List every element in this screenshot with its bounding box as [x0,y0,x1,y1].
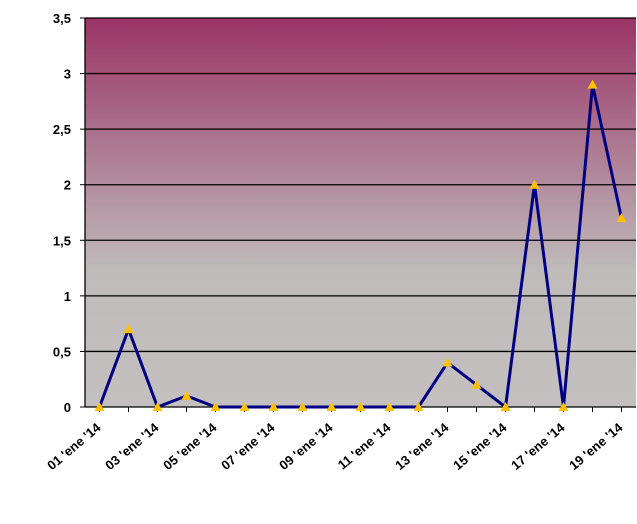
marker [297,402,308,411]
marker [123,324,134,334]
marker [500,402,511,411]
marker [94,402,105,411]
y-tick-label: 1 [64,289,71,304]
x-tick-label: 09 'ene '14 [276,419,336,473]
y-tick-label: 3 [64,67,71,82]
marker [471,379,482,389]
marker [587,79,598,89]
x-tick-label: 15 'ene '14 [450,419,510,473]
marker [413,402,424,411]
x-tick-label: 17 'ene '14 [508,419,568,473]
x-tick-label: 19 'ene '14 [566,419,626,473]
marker [558,402,569,411]
marker [355,402,366,411]
y-tick-label: 1,5 [53,233,71,248]
y-tick-label: 0,5 [53,344,71,359]
marker [326,402,337,411]
y-tick-label: 0 [64,400,71,415]
x-tick-label: 05 'ene '14 [160,419,220,473]
marker [616,213,627,223]
x-tick-label: 13 'ene '14 [392,419,452,473]
marker [268,402,279,411]
y-tick-label: 2,5 [53,122,71,137]
marker [384,402,395,411]
y-tick-label: 3,5 [53,11,71,26]
x-tick-label: 07 'ene '14 [218,419,278,473]
x-tick-label: 11 'ene '14 [335,419,394,472]
marker [239,402,250,411]
marker [442,357,453,367]
plot-area [85,18,636,407]
marker [210,402,221,411]
x-tick-label: 03 'ene '14 [102,419,162,473]
marker [529,179,540,189]
y-tick-label: 2 [64,178,71,193]
x-tick-label: 01 'ene '14 [44,419,104,473]
marker [152,402,163,411]
marker [181,390,192,400]
